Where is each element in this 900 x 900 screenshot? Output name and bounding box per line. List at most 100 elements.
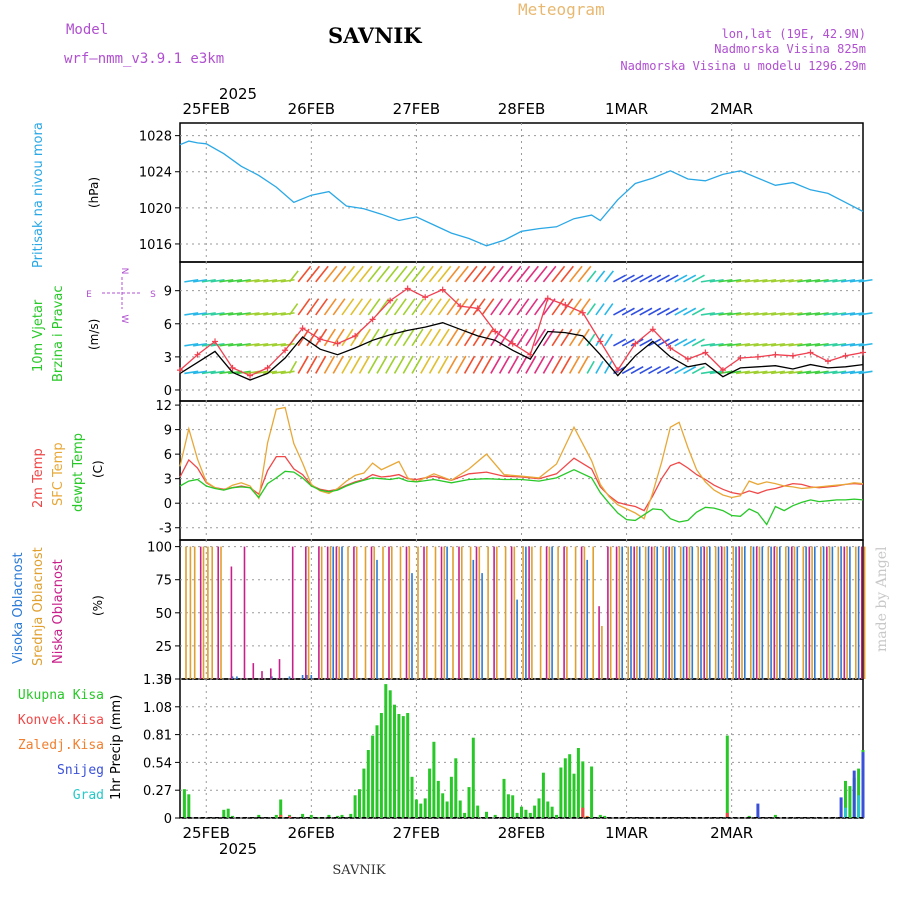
wind-barb <box>656 338 670 347</box>
ytick-label-clouds-3: 75 <box>155 574 172 589</box>
wind-barb <box>683 366 697 375</box>
bar-clouds-1 <box>487 546 489 679</box>
gust-marker <box>579 309 586 316</box>
wind-barb <box>727 278 742 283</box>
wind-barb <box>446 328 459 347</box>
wind-barb <box>823 312 838 316</box>
wind-barb <box>753 278 768 283</box>
day-label-bottom-2: 27FEB <box>393 824 440 842</box>
bar-precip-0 <box>857 768 861 818</box>
bar-precip-0 <box>441 793 445 818</box>
wind-barb <box>201 278 216 283</box>
precip-legend-conv: Konvek.Kisa <box>18 713 104 728</box>
pressure-unit: (hPa) <box>87 177 101 208</box>
wind-barb <box>193 370 208 375</box>
series-line-wind-1 <box>179 287 864 377</box>
wind-barb <box>533 355 546 374</box>
wind-barb <box>700 278 715 283</box>
wind-barb <box>779 278 794 283</box>
wind-barb <box>569 265 583 283</box>
cloud-mid-label: Srednja Oblacnost <box>31 547 46 666</box>
bar-precip-2 <box>279 815 283 818</box>
wind-barb <box>376 355 388 374</box>
wind-barb <box>613 307 627 316</box>
bar-precip-0 <box>467 787 471 818</box>
gust-marker <box>702 349 709 356</box>
day-label-bottom-5: 2MAR <box>710 824 753 842</box>
wind-barb <box>656 307 670 316</box>
bar-clouds-1 <box>207 546 209 679</box>
bar-clouds-0 <box>288 676 291 679</box>
day-label-top-0: 25FEB <box>183 100 230 118</box>
wind-ylabel-2: Brzina i Pravac <box>51 285 66 382</box>
gust-marker <box>754 353 761 360</box>
wind-barb <box>280 342 295 347</box>
bar-clouds-0 <box>647 546 650 679</box>
wind-barb <box>533 328 547 347</box>
wind-barb <box>411 328 424 347</box>
wind-barb <box>849 278 864 283</box>
series-line-wind-0 <box>179 322 864 381</box>
tsfc-label: SFC Temp <box>51 442 66 506</box>
cloud-low-label: Niska Oblacnost <box>51 559 66 664</box>
wind-barb <box>709 312 724 316</box>
bar-clouds-0 <box>857 546 860 679</box>
bar-clouds-2 <box>668 546 670 679</box>
bar-clouds-1 <box>355 546 358 679</box>
bar-precip-1 <box>581 807 585 818</box>
bar-precip-0 <box>366 750 370 818</box>
wind-barb <box>385 328 398 347</box>
wind-barb <box>621 338 635 347</box>
bar-precip-0 <box>423 798 427 818</box>
wind-barb <box>402 355 414 374</box>
wind-barb <box>228 342 243 347</box>
ytick-label-temperature-4: 9 <box>164 424 172 439</box>
wind-barb <box>516 265 531 283</box>
wind-barb <box>525 355 537 374</box>
wind-barb <box>542 298 556 316</box>
wind-barb <box>446 355 458 374</box>
gust-marker <box>492 328 499 335</box>
wind-barb <box>603 360 613 374</box>
bar-precip-0 <box>362 768 366 818</box>
wind-barb <box>735 278 750 283</box>
wind-barb <box>674 307 688 316</box>
bar-clouds-2 <box>528 546 530 679</box>
bar-clouds-0 <box>700 546 702 679</box>
gust-marker <box>649 326 656 333</box>
wind-barb <box>805 278 821 283</box>
wind-barb <box>385 298 399 316</box>
wind-barb <box>735 312 750 316</box>
bar-clouds-2 <box>458 546 460 679</box>
bar-clouds-1 <box>522 546 524 679</box>
bar-precip-0 <box>419 803 423 818</box>
wind-barb <box>358 298 372 316</box>
t2m-label: 2m Temp <box>31 448 46 508</box>
station-title: SAVNIK <box>328 23 422 48</box>
bar-clouds-1 <box>609 546 612 679</box>
day-label-bottom-4: 1MAR <box>605 824 648 842</box>
bar-clouds-1 <box>548 546 551 679</box>
wind-barb <box>411 298 425 316</box>
bar-clouds-0 <box>551 546 553 679</box>
wind-barb <box>595 270 606 283</box>
wind-barb <box>315 265 329 283</box>
wind-barb <box>586 270 597 283</box>
wind-barb <box>542 265 557 283</box>
bar-clouds-1 <box>513 546 516 679</box>
bar-clouds-2 <box>305 546 307 679</box>
wind-barb <box>446 298 460 316</box>
bar-clouds-2 <box>440 546 443 679</box>
wind-barb <box>210 370 225 375</box>
wind-barb <box>358 265 373 283</box>
gust-marker <box>404 285 411 292</box>
wind-barb <box>639 338 653 347</box>
wind-barb <box>219 370 234 375</box>
wind-barb <box>507 355 520 374</box>
bar-precip-0 <box>725 735 729 818</box>
series-line-temperature-0 <box>179 455 864 512</box>
wind-barb <box>490 355 502 374</box>
wind-barb <box>648 274 662 283</box>
wind-barb <box>350 265 364 283</box>
bar-precip-0 <box>506 794 510 818</box>
